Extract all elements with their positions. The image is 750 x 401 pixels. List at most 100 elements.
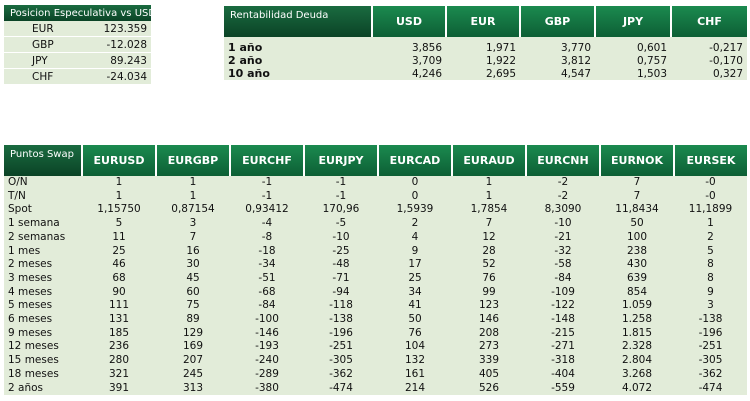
- swap-value: 9: [674, 285, 747, 300]
- swap-value: -1: [304, 176, 378, 190]
- swap-value: 41: [378, 299, 452, 314]
- swap-value: 68: [82, 271, 156, 286]
- swap-value: 3: [674, 299, 747, 314]
- swap-term-label: 5 meses: [4, 299, 82, 314]
- swap-value: 2.804: [600, 354, 674, 368]
- swap-value: 1: [156, 189, 230, 204]
- swap-row: T/N 1 1 -1 -1 0 1 -2 7 -0: [4, 189, 747, 204]
- swap-row: 5 meses 111 75 -84 -118 41 123 -122 1.059 3: [4, 299, 747, 314]
- swap-value: -474: [304, 381, 378, 396]
- swap-value: -146: [230, 326, 304, 341]
- swap-value: 132: [378, 354, 452, 368]
- posicion-currency-label: JPY: [4, 52, 78, 69]
- swap-value: -68: [230, 285, 304, 300]
- swap-column-header: EURGBP: [155, 145, 230, 176]
- swap-value: 4: [378, 230, 452, 245]
- swap-value: 99: [452, 285, 526, 300]
- rentabilidad-value: 1,971: [446, 37, 520, 54]
- swap-term-label: 1 mes: [4, 244, 82, 259]
- posicion-value: 89.243: [77, 52, 151, 69]
- swap-value: -1: [304, 189, 378, 204]
- posicion-row: EUR 123.359: [4, 21, 151, 37]
- swap-value: -1: [230, 176, 304, 190]
- swap-value: 0,87154: [156, 203, 230, 218]
- swap-value: 1.258: [600, 313, 674, 327]
- swap-row: O/N 1 1 -1 -1 0 1 -2 7 -0: [4, 176, 747, 190]
- swap-value: 245: [156, 367, 230, 382]
- swap-value: -138: [304, 313, 378, 327]
- swap-value: -122: [526, 299, 600, 314]
- rentabilidad-value: 3,709: [372, 54, 446, 67]
- rentabilidad-value: 0,757: [595, 54, 671, 67]
- rentabilidad-row: 2 año 3,709 1,922 3,812 0,757 -0,170: [224, 54, 747, 67]
- swap-value: 25: [82, 244, 156, 259]
- swap-value: 17: [378, 258, 452, 272]
- rentabilidad-value: 3,812: [520, 54, 595, 67]
- swap-term-label: 3 meses: [4, 271, 82, 286]
- swap-value: 1: [674, 217, 747, 231]
- swap-column-header: EURCHF: [229, 145, 304, 176]
- swap-table: Puntos Swap EURUSD EURGBP EURCHF EURJPY EURC…: [4, 145, 747, 396]
- rentabilidad-row: 10 año 4,246 2,695 4,547 1,503 0,327: [224, 67, 747, 80]
- swap-term-label: 1 semana: [4, 217, 82, 231]
- swap-value: 11: [82, 230, 156, 245]
- swap-row: 2 semanas 11 7 -8 -10 4 12 -21 100 2: [4, 230, 747, 245]
- swap-row: 9 meses 185 129 -146 -196 76 208 -215 1.815 -196: [4, 326, 747, 341]
- swap-value: -94: [304, 285, 378, 300]
- swap-term-label: 9 meses: [4, 326, 82, 341]
- swap-value: 238: [600, 244, 674, 259]
- swap-value: 0,93412: [230, 203, 304, 218]
- swap-row: 15 meses 280 207 -240 -305 132 339 -318 2.804 -30…: [4, 354, 747, 368]
- swap-value: -4: [230, 217, 304, 231]
- swap-value: -559: [526, 381, 600, 396]
- swap-value: -0: [674, 189, 747, 204]
- swap-column-header: EURSEK: [673, 145, 747, 176]
- swap-row: 3 meses 68 45 -51 -71 25 76 -84 639 8: [4, 271, 747, 286]
- swap-value: 7: [600, 176, 674, 190]
- rentabilidad-value: 1,503: [595, 67, 671, 80]
- swap-value: -109: [526, 285, 600, 300]
- swap-value: -25: [304, 244, 378, 259]
- swap-value: 208: [452, 326, 526, 341]
- rentabilidad-value: 1,922: [446, 54, 520, 67]
- rentabilidad-column-header: CHF: [670, 6, 747, 37]
- swap-value: 8: [674, 271, 747, 286]
- swap-value: -148: [526, 313, 600, 327]
- swap-value: -51: [230, 271, 304, 286]
- swap-value: 3.268: [600, 367, 674, 382]
- swap-row: 1 semana 5 3 -4 -5 2 7 -10 50 1: [4, 217, 747, 231]
- swap-value: 854: [600, 285, 674, 300]
- swap-value: -0: [674, 176, 747, 190]
- rentabilidad-value: 4,547: [520, 67, 595, 80]
- swap-value: 1: [452, 176, 526, 190]
- swap-value: 1,15750: [82, 203, 156, 218]
- swap-value: -215: [526, 326, 600, 341]
- swap-value: -362: [674, 367, 747, 382]
- swap-value: 1: [82, 189, 156, 204]
- swap-value: 4.072: [600, 381, 674, 396]
- swap-term-label: Spot: [4, 203, 82, 218]
- swap-value: 391: [82, 381, 156, 396]
- swap-value: 185: [82, 326, 156, 341]
- posicion-currency-label: CHF: [4, 68, 78, 85]
- swap-value: 30: [156, 258, 230, 272]
- swap-value: 104: [378, 340, 452, 355]
- swap-value: -380: [230, 381, 304, 396]
- posicion-row: GBP -12.028: [4, 36, 151, 53]
- swap-column-header: EURCAD: [377, 145, 452, 176]
- swap-value: 16: [156, 244, 230, 259]
- swap-value: 76: [452, 271, 526, 286]
- swap-value: -84: [526, 271, 600, 286]
- swap-value: 11,1899: [674, 203, 747, 218]
- swap-term-label: 2 meses: [4, 258, 82, 272]
- swap-value: 50: [600, 217, 674, 231]
- swap-value: 405: [452, 367, 526, 382]
- swap-value: -21: [526, 230, 600, 245]
- posicion-currency-label: EUR: [4, 21, 78, 37]
- swap-value: -305: [674, 354, 747, 368]
- swap-value: 7: [452, 217, 526, 231]
- swap-value: -100: [230, 313, 304, 327]
- swap-value: 89: [156, 313, 230, 327]
- swap-row: 2 meses 46 30 -34 -48 17 52 -58 430 8: [4, 258, 747, 272]
- swap-value: 170,96: [304, 203, 378, 218]
